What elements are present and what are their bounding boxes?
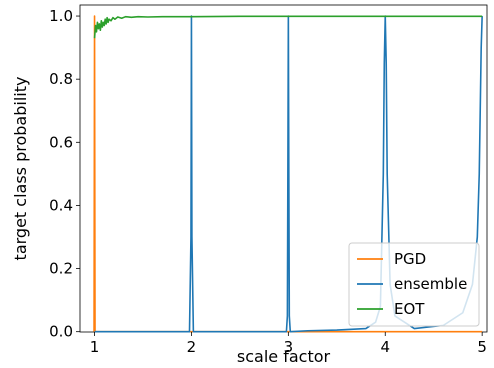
legend: PGD ensemble EOT (348, 242, 480, 327)
x-tick-label: 2 (187, 338, 197, 356)
y-tick-label: 1.0 (49, 7, 73, 25)
legend-label-ensemble: ensemble (394, 275, 467, 293)
y-axis-label: target class probability (11, 77, 30, 261)
legend-label-eot: EOT (394, 300, 425, 318)
x-axis-label: scale factor (237, 347, 331, 366)
y-tick-label: 0.2 (49, 260, 73, 278)
x-tick-label: 1 (90, 338, 100, 356)
y-tick-label: 0.8 (49, 70, 73, 88)
y-tick-label: 0.4 (49, 196, 73, 214)
y-tick-label: 0.0 (49, 323, 73, 341)
x-tick-label: 5 (477, 338, 487, 356)
legend-box (348, 242, 480, 327)
series-line-eot (93, 15, 483, 39)
y-tick-label: 0.6 (49, 133, 73, 151)
legend-label-pgd: PGD (394, 250, 426, 268)
x-tick-label: 3 (284, 338, 294, 356)
x-tick-label: 4 (380, 338, 390, 356)
ticks-layer: 1 2 3 4 5 0.0 0.2 0.4 0.6 0.8 1.0 (49, 7, 487, 356)
